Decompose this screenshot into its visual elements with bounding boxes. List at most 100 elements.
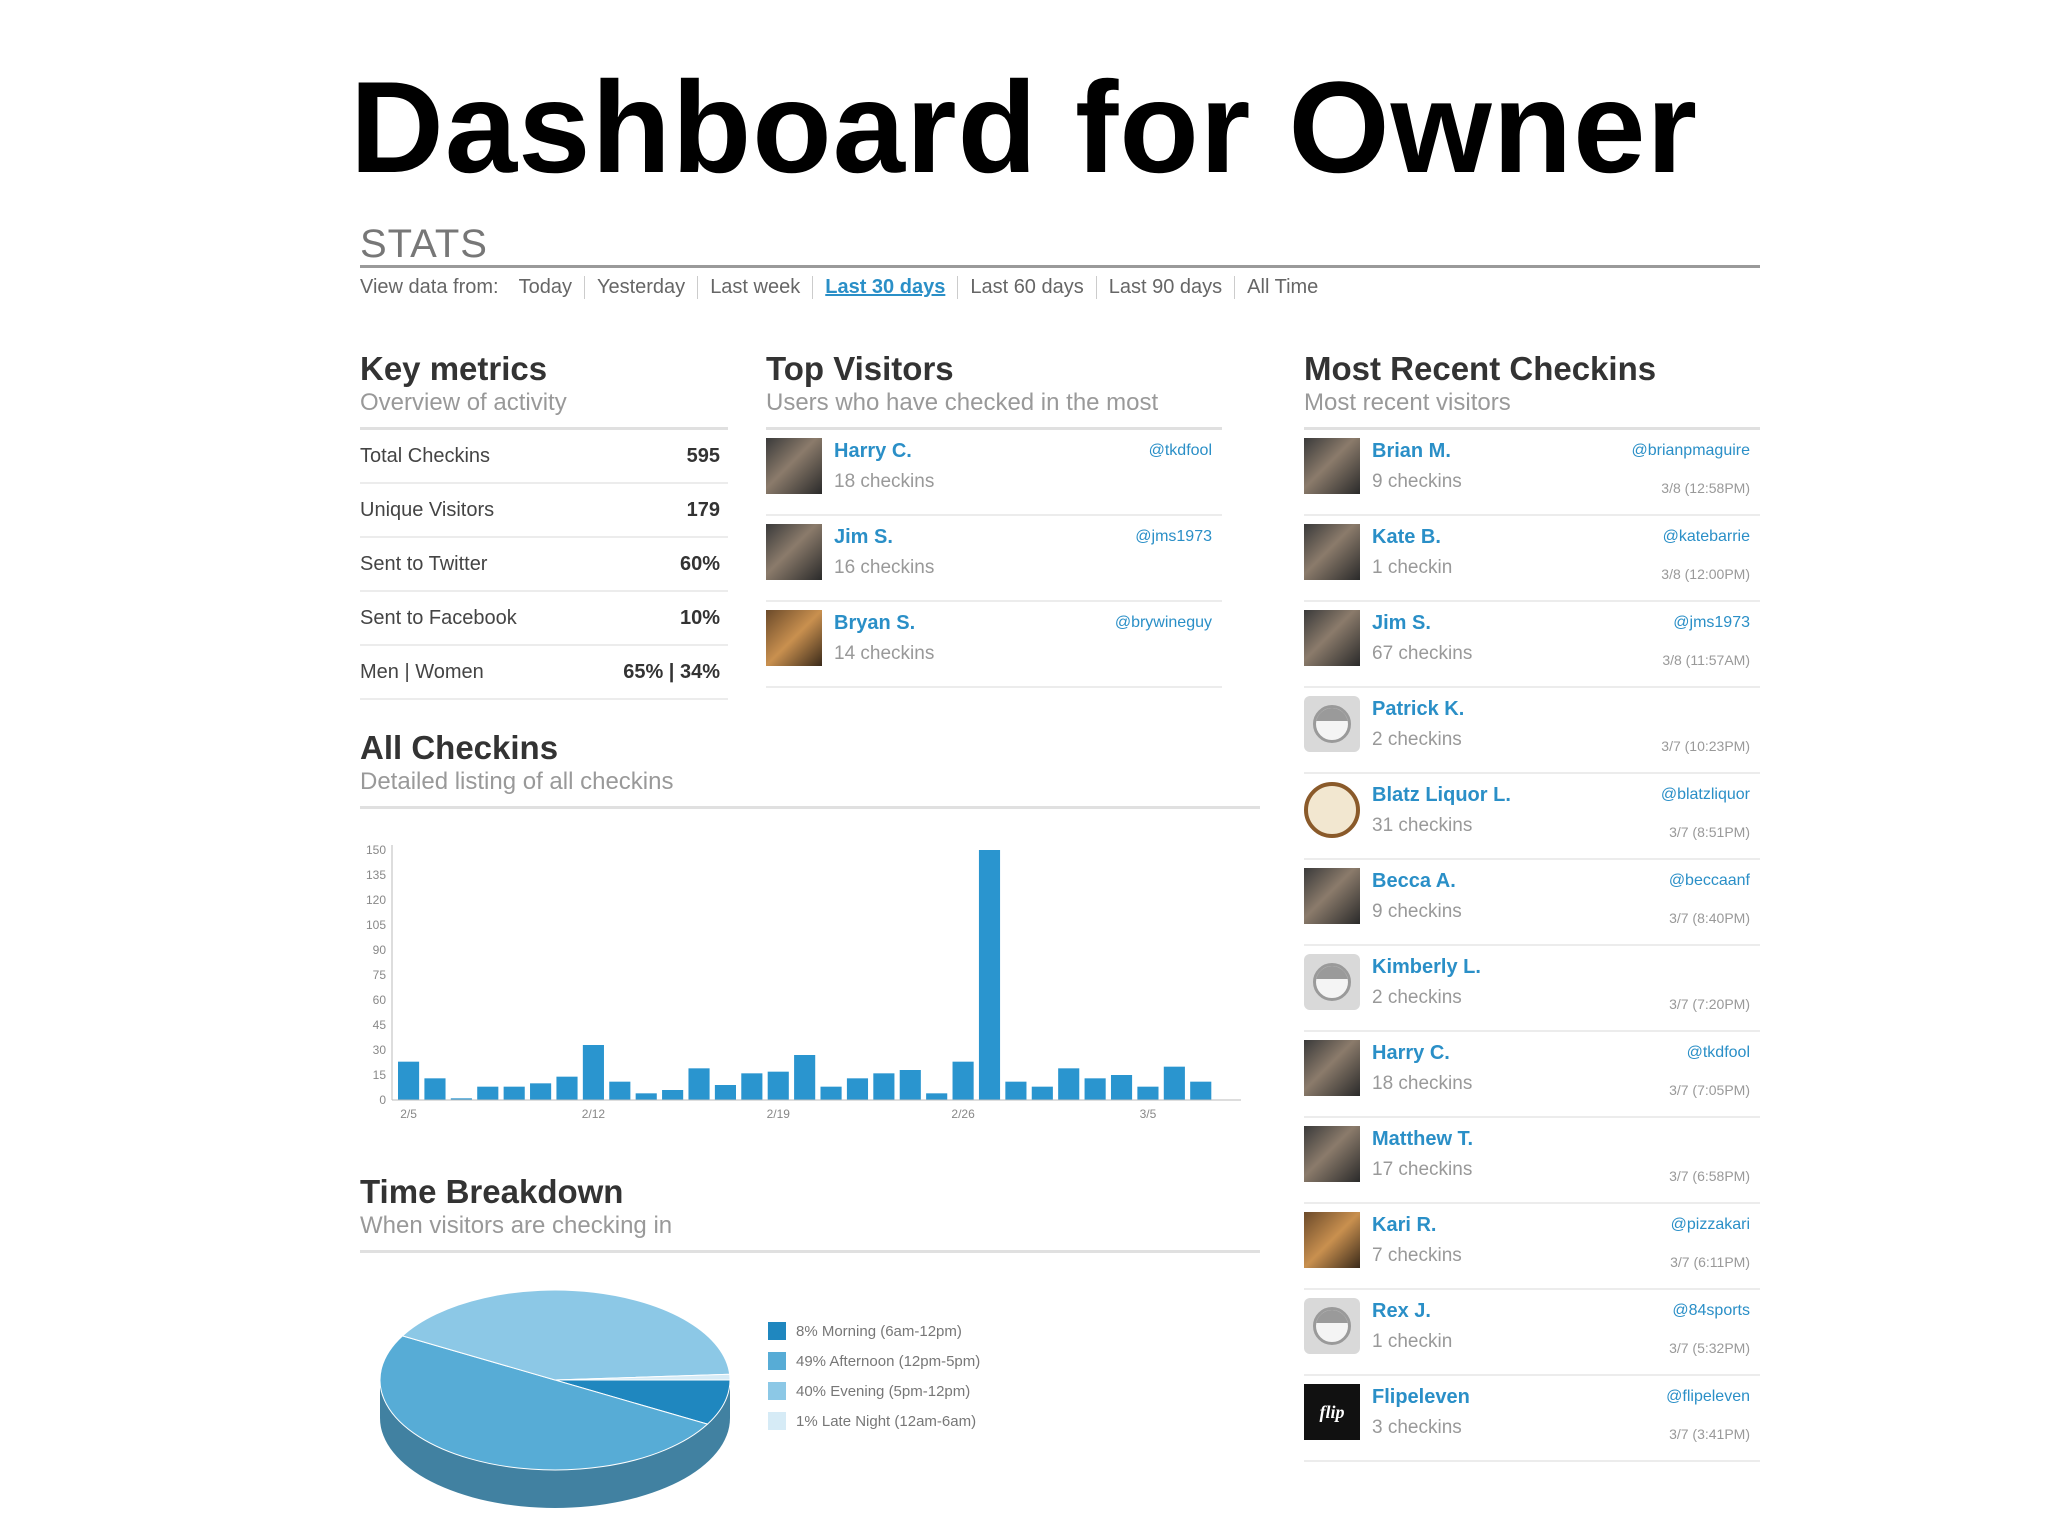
checkin-count: 9 checkins xyxy=(1372,471,1462,492)
bar xyxy=(794,1055,816,1100)
bar xyxy=(1031,1086,1053,1100)
range-option-last-60-days[interactable]: Last 60 days xyxy=(958,276,1097,299)
bar xyxy=(1110,1075,1133,1100)
user-name-link[interactable]: Rex J. xyxy=(1372,1300,1431,1322)
bar xyxy=(978,850,1001,1100)
user-name-link[interactable]: Kari R. xyxy=(1372,1214,1437,1236)
twitter-handle-link[interactable]: @tkdfool xyxy=(1686,1044,1750,1061)
legend-label: 8% Morning (6am-12pm) xyxy=(796,1322,962,1340)
range-options: Today Yesterday Last week Last 30 days Last … xyxy=(507,276,1331,299)
twitter-handle-link[interactable]: @blatzliquor xyxy=(1660,786,1750,803)
twitter-handle-link[interactable]: @flipeleven xyxy=(1666,1388,1750,1405)
range-option-yesterday[interactable]: Yesterday xyxy=(585,276,699,299)
user-name-link[interactable]: Harry C. xyxy=(1372,1042,1450,1064)
checkin-count: 1 checkin xyxy=(1372,1331,1453,1352)
avatar[interactable] xyxy=(766,438,822,494)
avatar[interactable] xyxy=(1304,1040,1360,1096)
time-breakdown-header: Time Breakdown When visitors are checkin… xyxy=(360,1175,1260,1253)
avatar-face-shape xyxy=(1313,1307,1351,1345)
user-name-link[interactable]: Blatz Liquor L. xyxy=(1372,784,1511,806)
legend-item: 1% Late Night (12am-6am) xyxy=(768,1406,980,1436)
slide-title: Dashboard for Owner xyxy=(349,54,1699,200)
default-avatar-icon[interactable] xyxy=(1304,954,1360,1010)
user-name-link[interactable]: Kate B. xyxy=(1372,526,1441,548)
x-tick-label: 3/5 xyxy=(1140,1107,1157,1121)
avatar[interactable] xyxy=(1304,782,1360,838)
x-tick-label: 2/5 xyxy=(400,1107,417,1121)
user-name-link[interactable]: Jim S. xyxy=(834,526,893,548)
range-option-last-week[interactable]: Last week xyxy=(698,276,814,299)
avatar[interactable] xyxy=(766,610,822,666)
legend-swatch xyxy=(768,1322,786,1340)
user-row: Jim S. 16 checkins @jms1973 xyxy=(766,516,1222,602)
avatar[interactable] xyxy=(766,524,822,580)
bar xyxy=(477,1086,499,1100)
time-breakdown-title: Time Breakdown xyxy=(360,1173,624,1210)
twitter-handle-link[interactable]: @jms1973 xyxy=(1673,614,1750,631)
user-name-link[interactable]: Becca A. xyxy=(1372,870,1456,892)
twitter-handle-link[interactable]: @brywineguy xyxy=(1114,614,1212,631)
bar xyxy=(398,1061,420,1100)
y-tick-label: 15 xyxy=(373,1068,387,1082)
legend-item: 49% Afternoon (12pm-5pm) xyxy=(768,1346,980,1376)
avatar[interactable] xyxy=(1304,868,1360,924)
pie-legend: 8% Morning (6am-12pm) 49% Afternoon (12pm… xyxy=(768,1316,980,1436)
legend-label: 1% Late Night (12am-6am) xyxy=(796,1412,977,1430)
user-name-link[interactable]: Jim S. xyxy=(1372,612,1431,634)
range-option-last-30-days[interactable]: Last 30 days xyxy=(813,276,959,299)
user-name-link[interactable]: Bryan S. xyxy=(834,612,916,634)
checkin-count: 14 checkins xyxy=(834,643,935,664)
avatar[interactable] xyxy=(1304,1126,1360,1182)
y-tick-label: 45 xyxy=(373,1018,387,1032)
user-info: Bryan S. 14 checkins xyxy=(834,602,934,665)
bar xyxy=(767,1071,789,1100)
user-name-link[interactable]: Matthew T. xyxy=(1372,1128,1474,1150)
twitter-handle-link[interactable]: @pizzakari xyxy=(1670,1216,1750,1233)
user-name-link[interactable]: Kimberly L. xyxy=(1372,956,1481,978)
twitter-handle-link[interactable]: @jms1973 xyxy=(1135,528,1212,545)
all-checkins-subtitle: Detailed listing of all checkins xyxy=(360,768,674,795)
metric-label: Sent to Twitter xyxy=(360,552,488,575)
user-row: Harry C. 18 checkins @tkdfool xyxy=(766,430,1222,516)
y-tick-label: 105 xyxy=(366,918,386,932)
range-option-today[interactable]: Today xyxy=(507,276,585,299)
avatar[interactable] xyxy=(1304,610,1360,666)
avatar[interactable] xyxy=(1304,1212,1360,1268)
avatar[interactable] xyxy=(1304,524,1360,580)
user-row: Rex J. 1 checkin @84sports 3/7 (5:32PM) xyxy=(1304,1290,1760,1376)
twitter-handle-link[interactable]: @84sports xyxy=(1672,1302,1750,1319)
range-option-all-time[interactable]: All Time xyxy=(1247,276,1319,298)
user-row: Bryan S. 14 checkins @brywineguy xyxy=(766,602,1222,688)
user-name-link[interactable]: Patrick K. xyxy=(1372,698,1465,720)
user-info: Kate B. 1 checkin xyxy=(1372,516,1452,579)
default-avatar-icon[interactable] xyxy=(1304,1298,1360,1354)
user-info: Harry C. 18 checkins xyxy=(834,430,934,493)
checkin-count: 1 checkin xyxy=(1372,557,1453,578)
y-tick-label: 135 xyxy=(366,868,386,882)
metric-row: Sent to Facebook 10% xyxy=(360,592,728,646)
y-tick-label: 90 xyxy=(373,943,387,957)
avatar-face-shape xyxy=(1313,963,1351,1001)
recent-checkins-panel: Most Recent Checkins Most recent visitor… xyxy=(1304,352,1760,1462)
all-checkins-title: All Checkins xyxy=(360,729,559,766)
twitter-handle-link[interactable]: @beccaanf xyxy=(1668,872,1750,889)
pie-slice xyxy=(401,1289,731,1381)
twitter-handle-link[interactable]: @tkdfool xyxy=(1148,442,1212,459)
user-name-link[interactable]: Harry C. xyxy=(834,440,912,462)
bar xyxy=(820,1086,842,1100)
checkin-count: 2 checkins xyxy=(1372,729,1462,750)
recent-checkins-subtitle: Most recent visitors xyxy=(1304,389,1511,416)
twitter-handle-link[interactable]: @brianpmaguire xyxy=(1631,442,1750,459)
twitter-handle-link[interactable]: @katebarrie xyxy=(1662,528,1750,545)
avatar[interactable] xyxy=(1304,438,1360,494)
bar xyxy=(926,1093,948,1100)
bar xyxy=(1084,1078,1106,1100)
avatar[interactable]: flip xyxy=(1304,1384,1360,1440)
default-avatar-icon[interactable] xyxy=(1304,696,1360,752)
checkins-bar-chart: 0 15 30 45 60 75 90 105 120 135 150 2/5 2/12 2/19 2/26… xyxy=(366,843,1241,1121)
metric-value: 65% | 34% xyxy=(623,660,720,683)
pie-slice xyxy=(379,1335,709,1471)
range-option-last-90-days[interactable]: Last 90 days xyxy=(1097,276,1236,299)
user-name-link[interactable]: Flipeleven xyxy=(1372,1386,1470,1408)
user-name-link[interactable]: Brian M. xyxy=(1372,440,1451,462)
